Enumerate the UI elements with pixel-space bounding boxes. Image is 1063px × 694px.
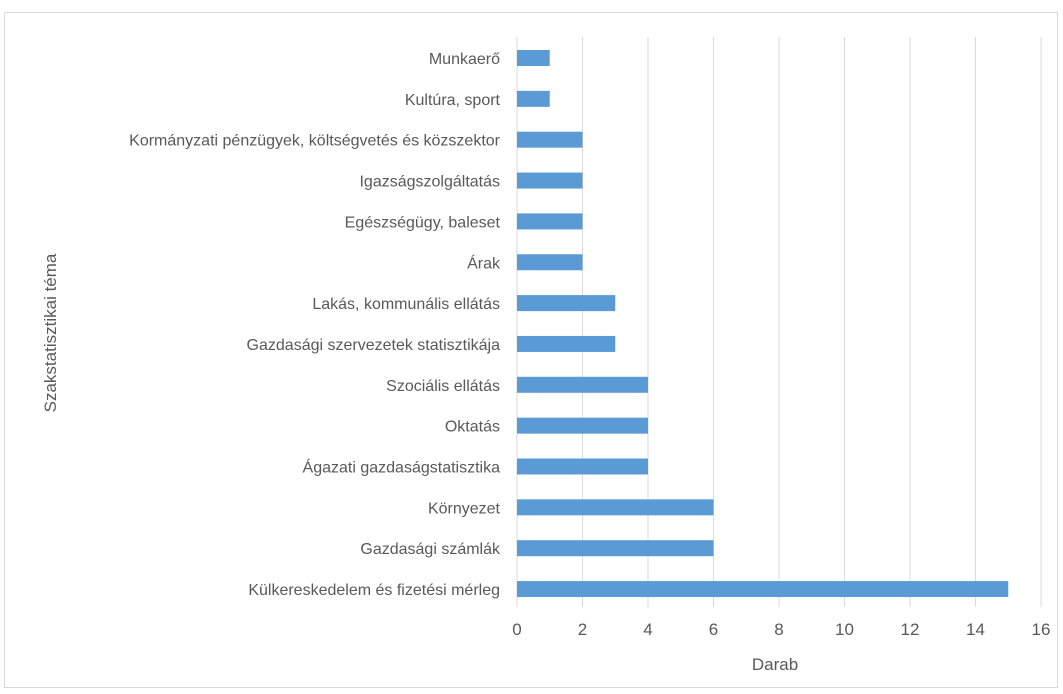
bar-chart: Munkaerő Kultúra, sport Kormányzati pénzüg… [41,37,1050,674]
bar [517,417,648,434]
category-label: Igazságszolgáltatás [359,174,500,191]
bars [517,50,1009,598]
category-label: Gazdasági számlák [360,541,501,558]
bar [517,131,583,148]
bar [517,172,583,189]
category-label: Kormányzati pénzügyek, költségvetés és k… [129,133,501,150]
x-axis-title: Darab [752,655,798,674]
category-label: Árak [467,253,501,272]
bar [517,50,550,66]
category-label: Környezet [428,500,501,517]
bar [517,540,714,557]
bar [517,499,714,516]
category-label: Külkereskedelem és fizetési mérleg [248,582,500,599]
chart-frame: Munkaerő Kultúra, sport Kormányzati pénzüg… [4,12,1058,688]
x-tick-label: 4 [643,620,652,639]
bar [517,581,1009,598]
category-label: Lakás, kommunális ellátás [312,296,500,313]
category-label: Kultúra, sport [405,92,501,109]
category-label: Ágazati gazdaságstatisztika [303,458,501,477]
x-tick-label: 0 [512,620,521,639]
bar [517,295,616,312]
category-label: Gazdasági szervezetek statisztikája [247,337,501,354]
bar [517,458,648,475]
x-tick-label: 8 [774,620,783,639]
x-tick-labels: 0 2 4 6 8 10 12 14 16 [512,620,1050,639]
x-tick-label: 16 [1032,620,1051,639]
x-tick-label: 10 [835,620,854,639]
category-label: Oktatás [445,419,500,436]
category-label: Szociális ellátás [386,378,500,395]
x-tick-label: 6 [709,620,718,639]
x-tick-label: 14 [966,620,985,639]
x-tick-label: 12 [901,620,920,639]
gridlines [516,37,1042,607]
category-label: Egészségügy, baleset [345,214,501,231]
bar [517,254,583,271]
category-labels: Munkaerő Kultúra, sport Kormányzati pénzüg… [129,51,501,599]
y-axis-title: Szakstatisztikai téma [41,253,60,412]
bar [517,213,583,230]
bar [517,376,648,393]
x-tick-label: 2 [578,620,587,639]
category-label: Munkaerő [429,51,500,68]
bar [517,335,616,352]
bar [517,90,550,107]
